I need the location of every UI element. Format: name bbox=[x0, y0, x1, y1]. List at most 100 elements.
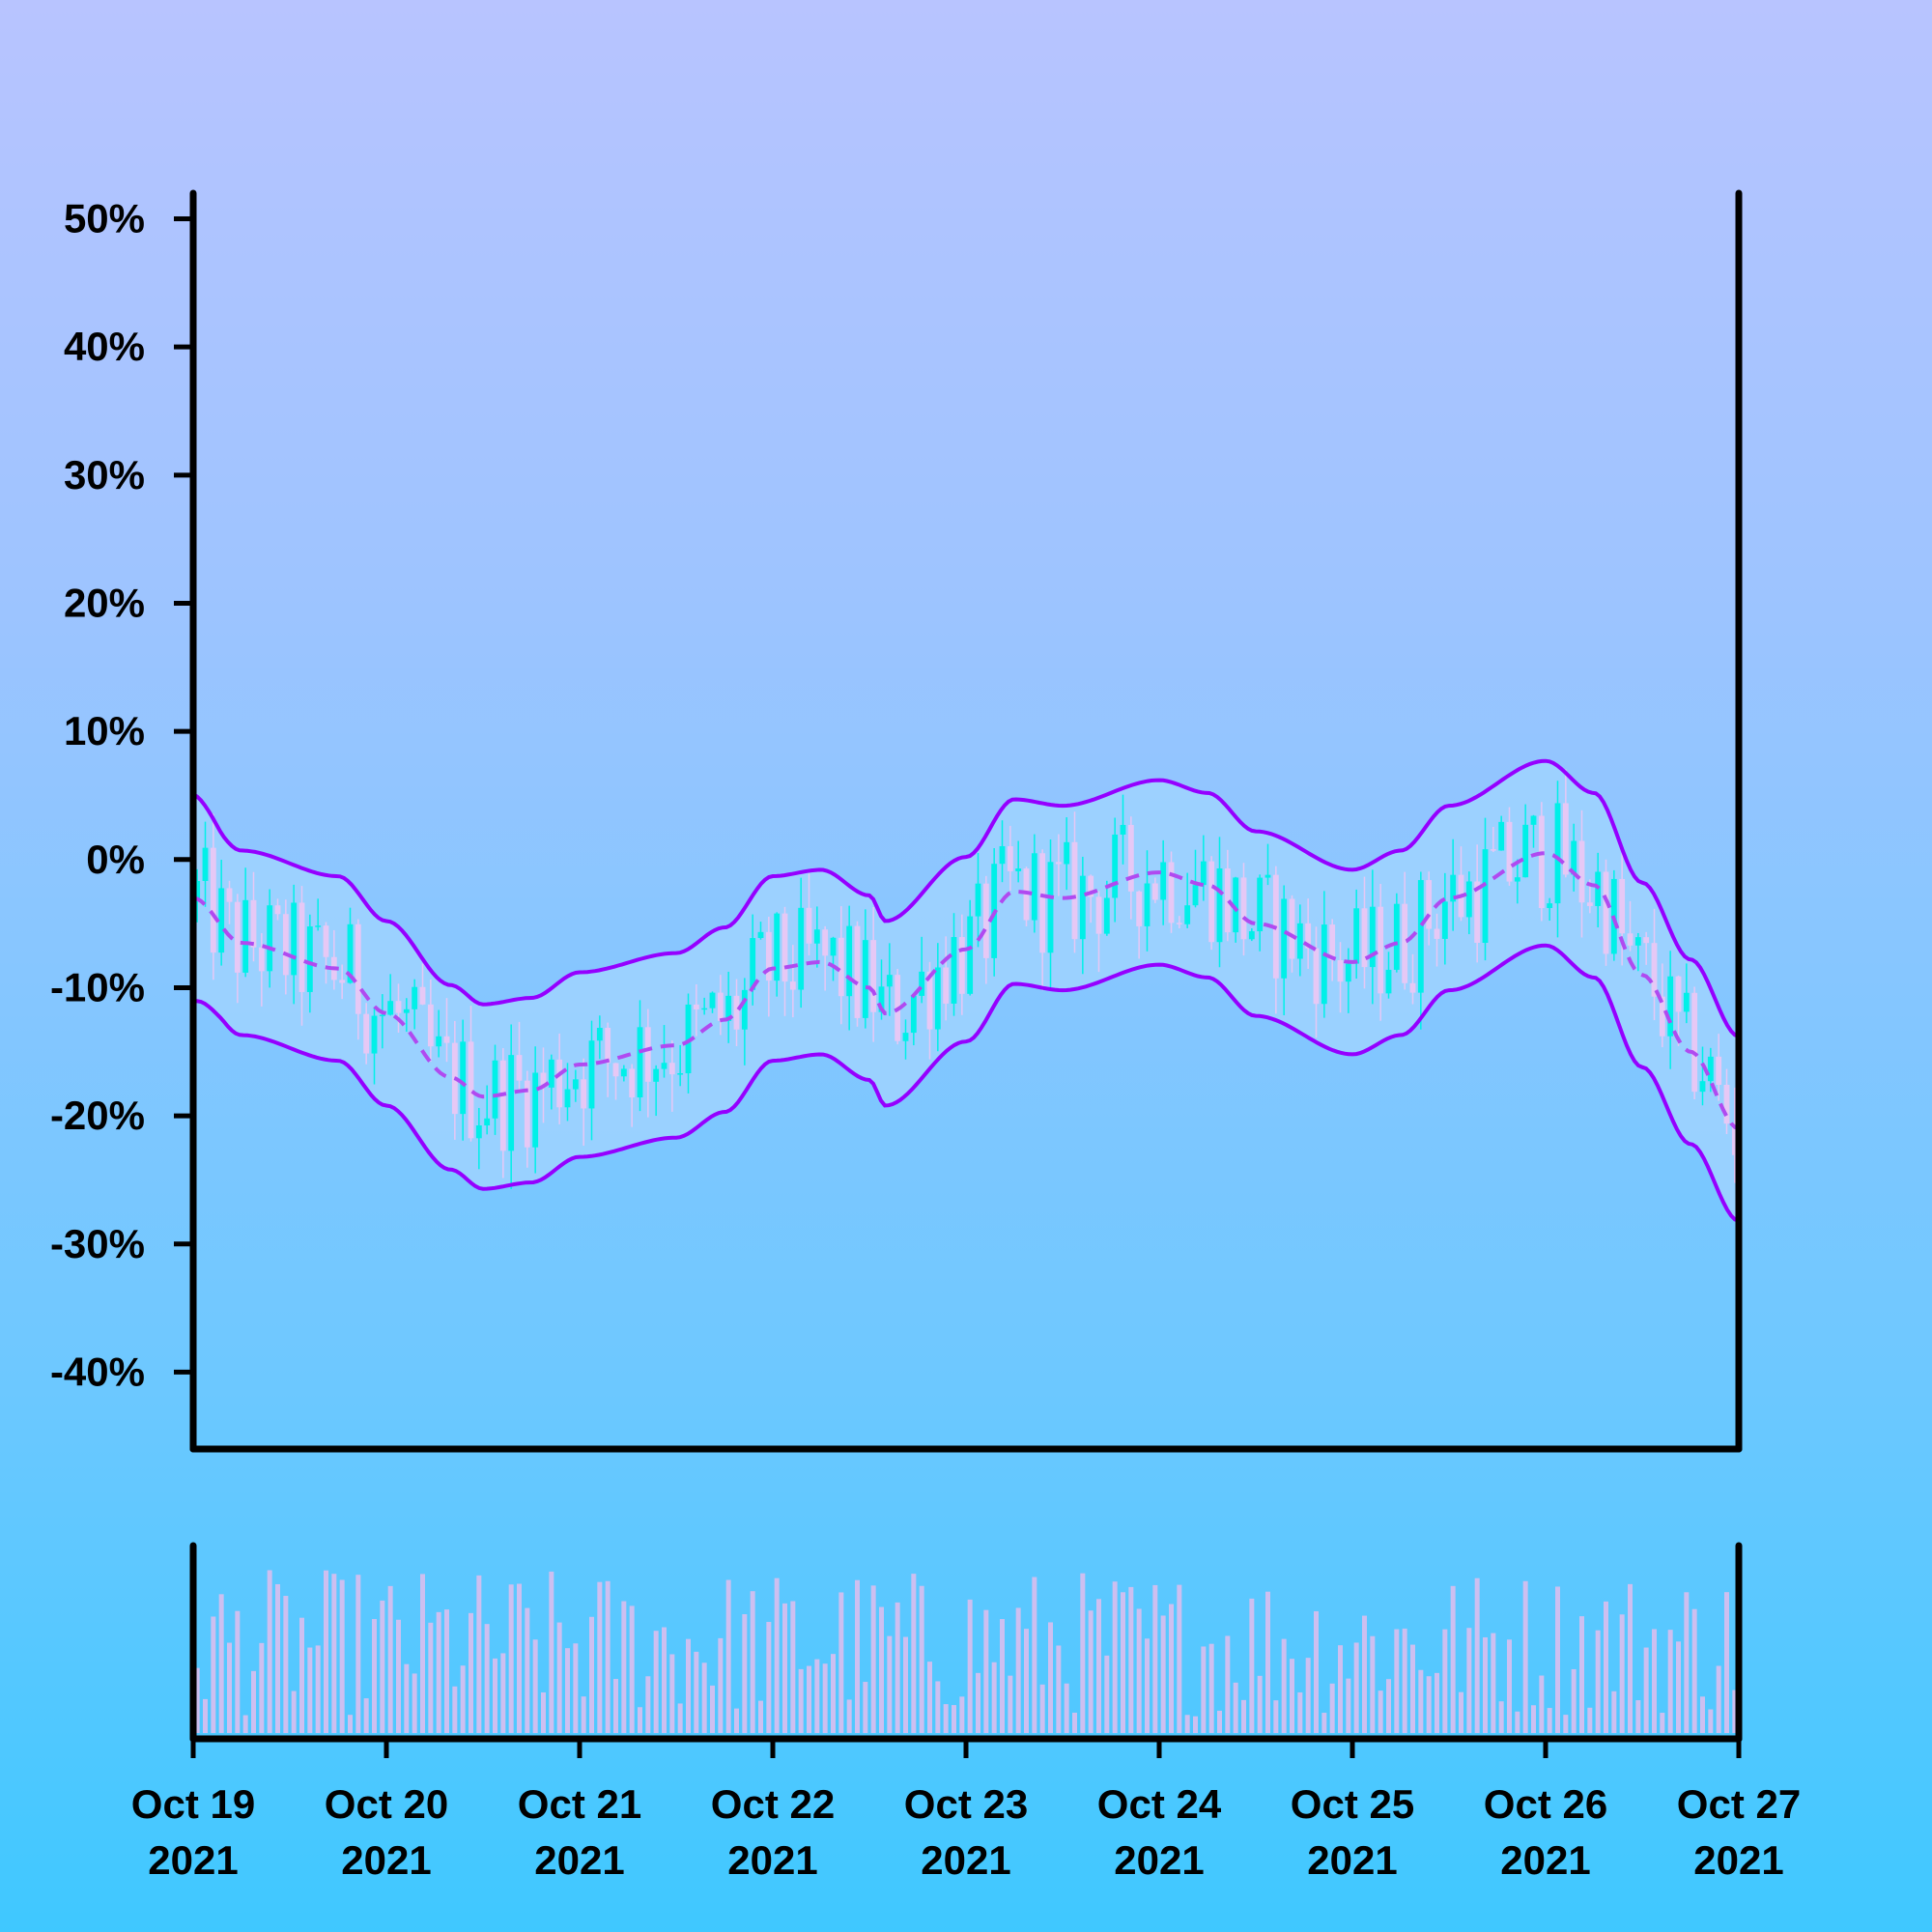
candle-body bbox=[1683, 992, 1690, 1012]
candle-body bbox=[975, 883, 981, 917]
volume-bar bbox=[1450, 1585, 1456, 1733]
candle-body bbox=[1151, 883, 1158, 900]
candle-body bbox=[403, 1009, 410, 1013]
candle-body bbox=[524, 1080, 530, 1148]
candle-body bbox=[1731, 1123, 1738, 1155]
volume-bar bbox=[750, 1591, 755, 1733]
candle-body bbox=[1506, 821, 1513, 882]
volume-bar bbox=[444, 1609, 449, 1733]
volume-bar bbox=[469, 1612, 473, 1733]
candle-body bbox=[1088, 875, 1094, 897]
volume-bar bbox=[855, 1579, 860, 1733]
volume-bar bbox=[1160, 1615, 1166, 1733]
volume-bar bbox=[315, 1645, 321, 1733]
candle-body bbox=[556, 1059, 563, 1108]
candle-body bbox=[1248, 931, 1255, 940]
candle-body bbox=[234, 901, 241, 973]
volume-bar bbox=[1225, 1635, 1231, 1733]
volume-bar bbox=[1201, 1646, 1207, 1733]
candle-body bbox=[1385, 969, 1392, 994]
candle-body bbox=[854, 925, 861, 1018]
candle-body bbox=[1465, 881, 1472, 918]
volume-bar bbox=[1008, 1675, 1013, 1733]
candle-body bbox=[267, 905, 273, 972]
candle-body bbox=[733, 995, 740, 1030]
x-tick-label-date: Oct 21 bbox=[518, 1781, 641, 1827]
volume-bar bbox=[1039, 1684, 1045, 1733]
candle-body bbox=[798, 907, 805, 990]
x-tick-label-year: 2021 bbox=[1307, 1837, 1397, 1883]
volume-bar bbox=[1515, 1711, 1520, 1733]
volume-bar bbox=[1121, 1592, 1125, 1733]
candle-body bbox=[194, 880, 201, 898]
candle-body bbox=[717, 992, 724, 1021]
x-tick-label-date: Oct 27 bbox=[1677, 1781, 1801, 1827]
volume-bar bbox=[1491, 1633, 1496, 1733]
candle-body bbox=[1417, 880, 1424, 993]
volume-bar bbox=[943, 1704, 949, 1733]
volume-bar bbox=[1386, 1679, 1391, 1733]
volume-bar bbox=[1329, 1683, 1335, 1733]
volume-bar bbox=[500, 1653, 506, 1733]
y-tick-label: -20% bbox=[50, 1093, 145, 1138]
candle-body bbox=[1337, 959, 1344, 982]
candle-body bbox=[668, 1063, 675, 1075]
x-tick-label-year: 2021 bbox=[1693, 1837, 1783, 1883]
bollinger-band bbox=[193, 760, 1739, 1221]
candle-body bbox=[1047, 862, 1054, 953]
candle-body bbox=[298, 902, 305, 992]
volume-bar bbox=[1579, 1616, 1584, 1733]
volume-bar bbox=[1652, 1629, 1657, 1733]
band-middle-line bbox=[192, 851, 1740, 1131]
volume-bar bbox=[1024, 1629, 1029, 1733]
volume-bar bbox=[838, 1592, 844, 1733]
volume-bar bbox=[1370, 1635, 1376, 1733]
candle-body bbox=[1233, 877, 1239, 933]
volume-bar bbox=[581, 1696, 586, 1733]
candle-body bbox=[218, 888, 225, 953]
volume-bar bbox=[1474, 1577, 1480, 1733]
candle-body bbox=[226, 888, 233, 902]
volume-bar bbox=[428, 1622, 434, 1733]
volume-bar bbox=[1346, 1678, 1351, 1733]
candle-body bbox=[581, 1079, 587, 1109]
volume-bar bbox=[556, 1622, 562, 1733]
candle-body bbox=[1402, 903, 1408, 983]
volume-bar bbox=[1088, 1610, 1094, 1733]
x-tick-label-year: 2021 bbox=[341, 1837, 431, 1883]
volume-bar bbox=[638, 1707, 642, 1733]
candle-body bbox=[1627, 933, 1634, 946]
candle-body bbox=[1361, 908, 1368, 968]
volume-bar bbox=[1483, 1636, 1488, 1733]
candle-body bbox=[1353, 908, 1360, 964]
candle-body bbox=[1329, 924, 1336, 960]
candle-body bbox=[1603, 871, 1609, 954]
volume-bar bbox=[846, 1699, 852, 1733]
volume-bar bbox=[1080, 1573, 1086, 1733]
volume-bar bbox=[629, 1605, 635, 1733]
candle-body bbox=[919, 971, 925, 996]
candle-body bbox=[838, 937, 844, 997]
candle-body bbox=[1064, 841, 1070, 865]
candle-body bbox=[1450, 874, 1457, 902]
candle-body bbox=[1281, 898, 1288, 979]
candle-body bbox=[1634, 937, 1641, 946]
candle-body bbox=[1200, 861, 1207, 886]
volume-bar bbox=[1684, 1592, 1690, 1733]
volume-bar bbox=[355, 1575, 361, 1733]
candle-body bbox=[596, 1027, 603, 1041]
x-tick-label-date: Oct 20 bbox=[325, 1781, 448, 1827]
volume-bar bbox=[1426, 1676, 1432, 1733]
volume-bar bbox=[259, 1642, 265, 1733]
volume-bar bbox=[251, 1670, 256, 1733]
candle-body bbox=[1723, 1084, 1730, 1124]
volume-bar bbox=[976, 1672, 980, 1733]
candle-body bbox=[1426, 880, 1433, 929]
candle-body bbox=[1257, 877, 1264, 932]
candle-body bbox=[443, 1036, 450, 1043]
candle-body bbox=[1216, 867, 1223, 943]
x-tick-label-year: 2021 bbox=[1500, 1837, 1590, 1883]
candle-body bbox=[1208, 861, 1215, 943]
volume-bar bbox=[1394, 1629, 1400, 1733]
candle-body bbox=[202, 847, 209, 881]
